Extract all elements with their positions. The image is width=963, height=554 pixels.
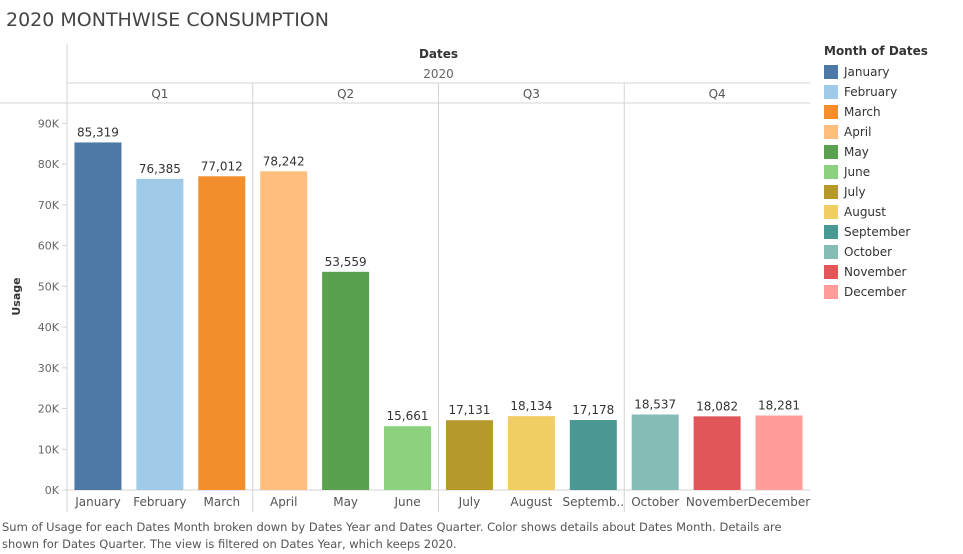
bar-9 [569,420,617,490]
bar-4 [260,171,308,491]
legend-item[interactable]: February [824,82,928,102]
data-label: 18,134 [510,399,552,413]
header-year-label: 2020 [423,67,454,81]
x-tick-label: October [631,495,679,509]
bar-12 [755,415,803,490]
quarter-label: Q3 [523,87,540,101]
y-axis-title: Usage [10,277,23,315]
legend-item[interactable]: April [824,122,928,142]
legend-label: August [844,205,886,219]
legend-label: July [844,185,866,199]
quarter-label: Q2 [337,87,354,101]
legend-label: October [844,245,893,259]
legend-swatch [824,185,838,199]
legend-swatch [824,145,838,159]
data-label: 15,661 [387,409,429,423]
legend-label: March [844,105,881,119]
data-label: 17,178 [572,403,614,417]
x-tick-label: August [510,495,552,509]
bar-2 [136,178,184,490]
bar-5 [322,271,370,490]
legend-label: June [844,165,871,179]
data-label: 17,131 [448,403,490,417]
data-label: 53,559 [325,255,367,269]
x-tick-label: December [748,495,810,509]
chart-caption: Sum of Usage for each Dates Month broken… [2,520,782,551]
quarter-label: Q4 [709,87,726,101]
legend-swatch [824,85,838,99]
bar-1 [74,142,122,491]
legend-item[interactable]: July [824,182,928,202]
legend-item[interactable]: January [824,62,928,82]
legend-label: September [844,225,911,239]
legend-item[interactable]: September [824,222,928,242]
y-tick-label: 0K [45,484,60,497]
legend-item[interactable]: December [824,282,928,302]
bar-8 [507,416,555,490]
legend-item[interactable]: March [824,102,928,122]
x-tick-label: May [333,495,358,509]
y-tick-label: 20K [38,403,60,416]
y-tick-label: 10K [38,443,60,456]
bar-7 [445,420,493,490]
y-tick-label: 70K [38,199,60,212]
legend-label: April [844,125,872,139]
bar-6 [384,426,432,490]
data-label: 76,385 [139,162,181,176]
bar-11 [693,416,741,490]
y-tick-label: 60K [38,240,60,253]
y-tick-label: 80K [38,158,60,171]
legend-swatch [824,265,838,279]
x-tick-label: June [393,495,420,509]
header-dates-label: Dates [419,47,458,61]
x-tick-label: July [458,495,481,509]
bar-10 [631,414,679,490]
data-label: 85,319 [77,125,119,139]
data-label: 77,012 [201,159,243,173]
y-tick-label: 40K [38,321,60,334]
legend[interactable]: Month of Dates January February March April… [824,44,928,302]
legend-label: February [844,85,898,99]
legend-swatch [824,105,838,119]
legend-swatch [824,165,838,179]
x-tick-label: February [133,495,186,509]
legend-label: December [844,285,907,299]
legend-swatch [824,245,838,259]
x-tick-label: November [686,495,748,509]
x-tick-label: March [203,495,240,509]
legend-label: May [844,145,869,159]
x-tick-label: April [270,495,297,509]
data-label: 78,242 [263,154,305,168]
legend-swatch [824,225,838,239]
legend-item[interactable]: May [824,142,928,162]
legend-swatch [824,205,838,219]
legend-items: January February March April May June July Augu… [824,62,928,302]
legend-swatch [824,125,838,139]
bar-chart: Dates 2020 Q1 Q2 Q3 Q4 0K 10K 20K 30K 40K 50K 60K 70K… [0,44,810,512]
legend-title: Month of Dates [824,44,928,58]
y-tick-label: 30K [38,362,60,375]
data-label: 18,281 [758,399,800,413]
bar-3 [198,176,246,490]
legend-item[interactable]: August [824,202,928,222]
data-label: 18,082 [696,399,738,413]
legend-item[interactable]: June [824,162,928,182]
chart-title: 2020 MONTHWISE CONSUMPTION [6,9,329,31]
x-tick-label: Septemb.. [562,495,624,509]
y-tick-label: 90K [38,117,60,130]
legend-label: November [844,265,907,279]
quarter-label: Q1 [151,87,168,101]
data-label: 18,537 [634,397,676,411]
legend-swatch [824,65,838,79]
legend-item[interactable]: October [824,242,928,262]
legend-swatch [824,285,838,299]
legend-label: January [844,65,890,79]
y-tick-label: 50K [38,280,60,293]
x-tick-label: January [74,495,121,509]
legend-item[interactable]: November [824,262,928,282]
